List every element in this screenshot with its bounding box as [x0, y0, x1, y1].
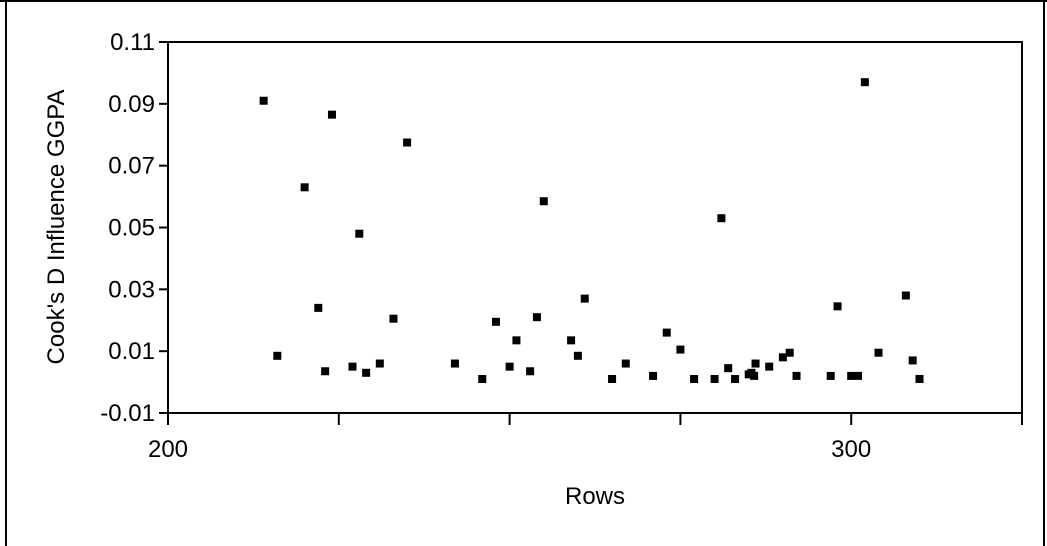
data-point	[860, 78, 869, 87]
y-tick-label: -0.01	[100, 400, 155, 427]
data-point	[833, 302, 842, 311]
data-point	[724, 364, 733, 373]
data-point	[792, 371, 801, 380]
data-point	[662, 328, 671, 337]
data-point	[731, 374, 740, 383]
data-point	[915, 374, 924, 383]
data-point	[874, 348, 883, 357]
data-point	[348, 362, 357, 371]
data-point	[491, 317, 500, 326]
y-tick-label: 0.03	[108, 276, 155, 303]
data-point	[750, 371, 759, 380]
data-point	[512, 336, 521, 345]
y-tick-label: 0.09	[108, 91, 155, 118]
plot-area	[167, 41, 1023, 414]
data-point	[526, 367, 535, 376]
data-point	[717, 214, 726, 223]
y-tick-label: 0.05	[108, 215, 155, 242]
y-tick-label: 0.01	[108, 338, 155, 365]
y-axis: -0.01 0.01 0.03 0.05 0.07 0.09 0.11	[100, 29, 168, 427]
data-point	[751, 359, 760, 368]
data-point	[539, 197, 548, 206]
data-point	[690, 374, 699, 383]
data-point	[259, 96, 268, 105]
y-axis-label: Cook's D Influence GGPA	[43, 90, 70, 365]
data-points	[259, 78, 924, 383]
data-point	[901, 291, 910, 300]
data-point	[710, 374, 719, 383]
data-point	[649, 371, 658, 380]
data-point	[450, 359, 459, 368]
data-point	[403, 138, 412, 147]
data-point	[785, 348, 794, 357]
x-axis: 200 300	[148, 413, 1023, 463]
data-point	[532, 313, 541, 322]
data-point	[273, 351, 282, 360]
x-axis-label: Rows	[565, 483, 625, 510]
data-point	[327, 110, 336, 119]
x-tick-label: 300	[831, 436, 871, 463]
data-point	[676, 345, 685, 354]
data-point	[621, 359, 630, 368]
data-point	[908, 356, 917, 365]
data-point	[389, 314, 398, 323]
data-point	[580, 294, 589, 303]
data-point	[608, 374, 617, 383]
data-point	[854, 371, 863, 380]
data-point	[362, 368, 371, 377]
y-tick-label: 0.07	[108, 153, 155, 180]
data-point	[375, 359, 384, 368]
data-point	[567, 336, 576, 345]
data-point	[355, 229, 364, 238]
data-point	[826, 371, 835, 380]
data-point	[847, 371, 856, 380]
data-point	[478, 374, 487, 383]
data-point	[300, 183, 309, 192]
data-point	[505, 362, 514, 371]
data-point	[765, 362, 774, 371]
x-tick-label: 200	[148, 436, 188, 463]
data-point	[573, 351, 582, 360]
data-point	[314, 303, 323, 312]
data-point	[778, 353, 787, 362]
y-tick-label: 0.11	[110, 29, 155, 56]
data-point	[321, 367, 330, 376]
